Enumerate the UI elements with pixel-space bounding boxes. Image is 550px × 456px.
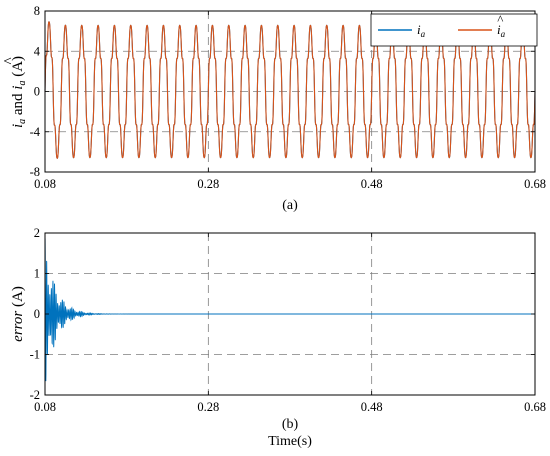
legend-hat-mark: ^ [497,12,504,27]
x-tick-label: 0.28 [197,400,219,414]
x-tick-label: 0.68 [524,177,546,191]
y-tick-label: 8 [34,4,40,18]
x-tick-label: 0.28 [197,177,219,191]
y-tick-label: -2 [30,388,40,402]
ticks-b: 0.08 0.28 0.48 0.68 -2 -1 0 1 2 [30,226,546,414]
y-tick-label: 2 [34,226,40,240]
y-tick-label: 1 [34,267,40,281]
y-tick-label: 0 [34,307,40,321]
legend-label-ia: ia [417,22,426,39]
legend-label-ia-hat: ia [497,22,506,39]
ylabel-b: error (A) [10,286,26,342]
ylabel-a: ia and ia (A) [10,56,28,128]
x-tick-label: 0.68 [524,400,546,414]
plot-area-a [44,21,536,159]
y-tick-label: 4 [34,44,41,58]
panel-a: 0.08 0.28 0.48 0.68 -8 -4 0 4 8 ia ia ^ ia and i… [2,4,546,213]
y-tick-label: -1 [30,348,40,362]
ticks-a: 0.08 0.28 0.48 0.68 -8 -4 0 4 8 [30,4,546,191]
y-tick-label: -8 [30,165,40,179]
ylabel-a-hat-mark: ^ [2,57,18,64]
legend-a: ia ia ^ [370,12,538,47]
plot-area-b [44,238,535,382]
x-tick-label: 0.48 [361,177,383,191]
x-tick-label: 0.08 [34,400,56,414]
legend-box [370,13,538,47]
series-ia-hat-line [44,21,536,159]
panel-b: 0.08 0.28 0.48 0.68 -2 -1 0 1 2 error (A) (b) Ti… [10,226,546,449]
series-error-line [44,238,535,382]
caption-a: (a) [282,198,298,213]
x-tick-label: 0.08 [34,177,56,191]
y-tick-label: -4 [30,125,41,139]
x-tick-label: 0.48 [361,400,383,414]
xlabel-b: Time(s) [268,434,312,449]
y-tick-label: 0 [34,85,40,99]
caption-b: (b) [282,417,299,432]
